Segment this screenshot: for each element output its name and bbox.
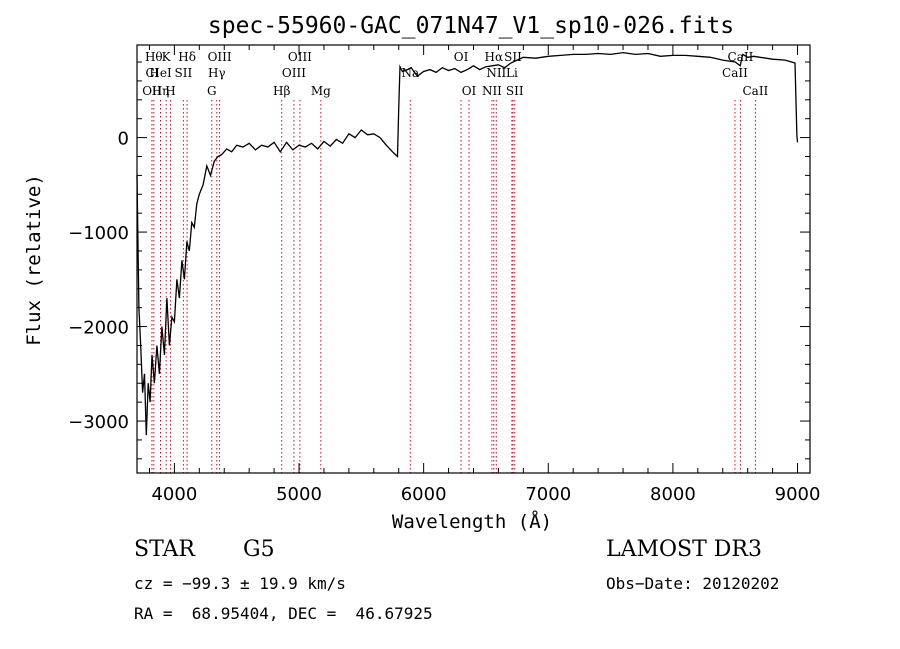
spectral-line-label: Li xyxy=(506,66,518,80)
chart-title: spec-55960-GAC_071N47_V1_sp10-026.fits xyxy=(208,13,734,39)
axes-layer: 4000 5000 6000 7000 8000 9000 0 −1000 −2000 −3000 xyxy=(68,45,820,505)
x-tick-label: 6000 xyxy=(401,484,447,505)
coordinates-text: RA = 68.95404, DEC = 46.67925 xyxy=(134,604,433,623)
spectral-line-label: CaII xyxy=(742,84,768,98)
spectral-line-label: OII xyxy=(142,84,162,98)
spectral-line-label: G xyxy=(207,84,217,98)
y-axis-label: Flux (relative) xyxy=(23,174,45,346)
spectral-lines-layer: HθClOIIHηHeIKHSIIHδGHγOIIIHβOIIIOIIIMgNa… xyxy=(142,50,769,473)
spectral-line-label: NII xyxy=(486,66,506,80)
redshift-text: cz = −99.3 ± 19.9 km/s xyxy=(134,574,346,593)
x-tick-label: 9000 xyxy=(775,484,821,505)
spectral-line-label: OIII xyxy=(288,50,312,64)
y-tick-label: −2000 xyxy=(68,318,129,339)
spectral-line-label: Mg xyxy=(311,84,331,98)
y-tick-label: −3000 xyxy=(68,412,129,433)
spectral-line-label: OIII xyxy=(208,50,232,64)
spectral-line-label: OI xyxy=(454,50,469,64)
spectral-line-label: Hγ xyxy=(208,66,226,80)
x-axis-label: Wavelength (Å) xyxy=(392,510,552,533)
x-tick-label: 4000 xyxy=(151,484,197,505)
survey-label: LAMOST DR3 xyxy=(606,537,762,562)
spectral-line-label: Hθ xyxy=(145,50,163,64)
spectral-line-label: Hα xyxy=(485,50,504,64)
y-tick-label: 0 xyxy=(118,129,129,150)
spectral-line-label: Hη xyxy=(152,84,170,98)
spectral-line-label: OI xyxy=(462,84,477,98)
spectral-line-label: NII xyxy=(482,84,502,98)
spectral-line-label: Hδ xyxy=(178,50,196,64)
y-tick-label: −1000 xyxy=(68,223,129,244)
spectral-line-label: HeI xyxy=(149,66,172,80)
object-subclass-label: G5 xyxy=(243,537,275,562)
plot-frame xyxy=(136,44,811,474)
x-tick-label: 5000 xyxy=(276,484,322,505)
spectral-line-label: CaII xyxy=(722,66,748,80)
spectral-line-label: H xyxy=(165,84,175,98)
flux-series-line xyxy=(136,51,799,436)
spectral-line-label: OIII xyxy=(282,66,306,80)
spectral-line-label: K xyxy=(162,50,172,64)
spectral-line-label: Cl xyxy=(145,66,158,80)
x-tick-label: 8000 xyxy=(650,484,696,505)
spectral-line-label: SII xyxy=(175,66,193,80)
object-class-label: STAR xyxy=(134,537,195,562)
x-tick-label: 7000 xyxy=(525,484,571,505)
spectral-line-label: Hβ xyxy=(273,84,290,98)
spectral-line-label: SII xyxy=(506,84,524,98)
obs-date-text: Obs−Date: 20120202 xyxy=(606,574,780,593)
spectral-line-label: CaII xyxy=(728,50,754,64)
